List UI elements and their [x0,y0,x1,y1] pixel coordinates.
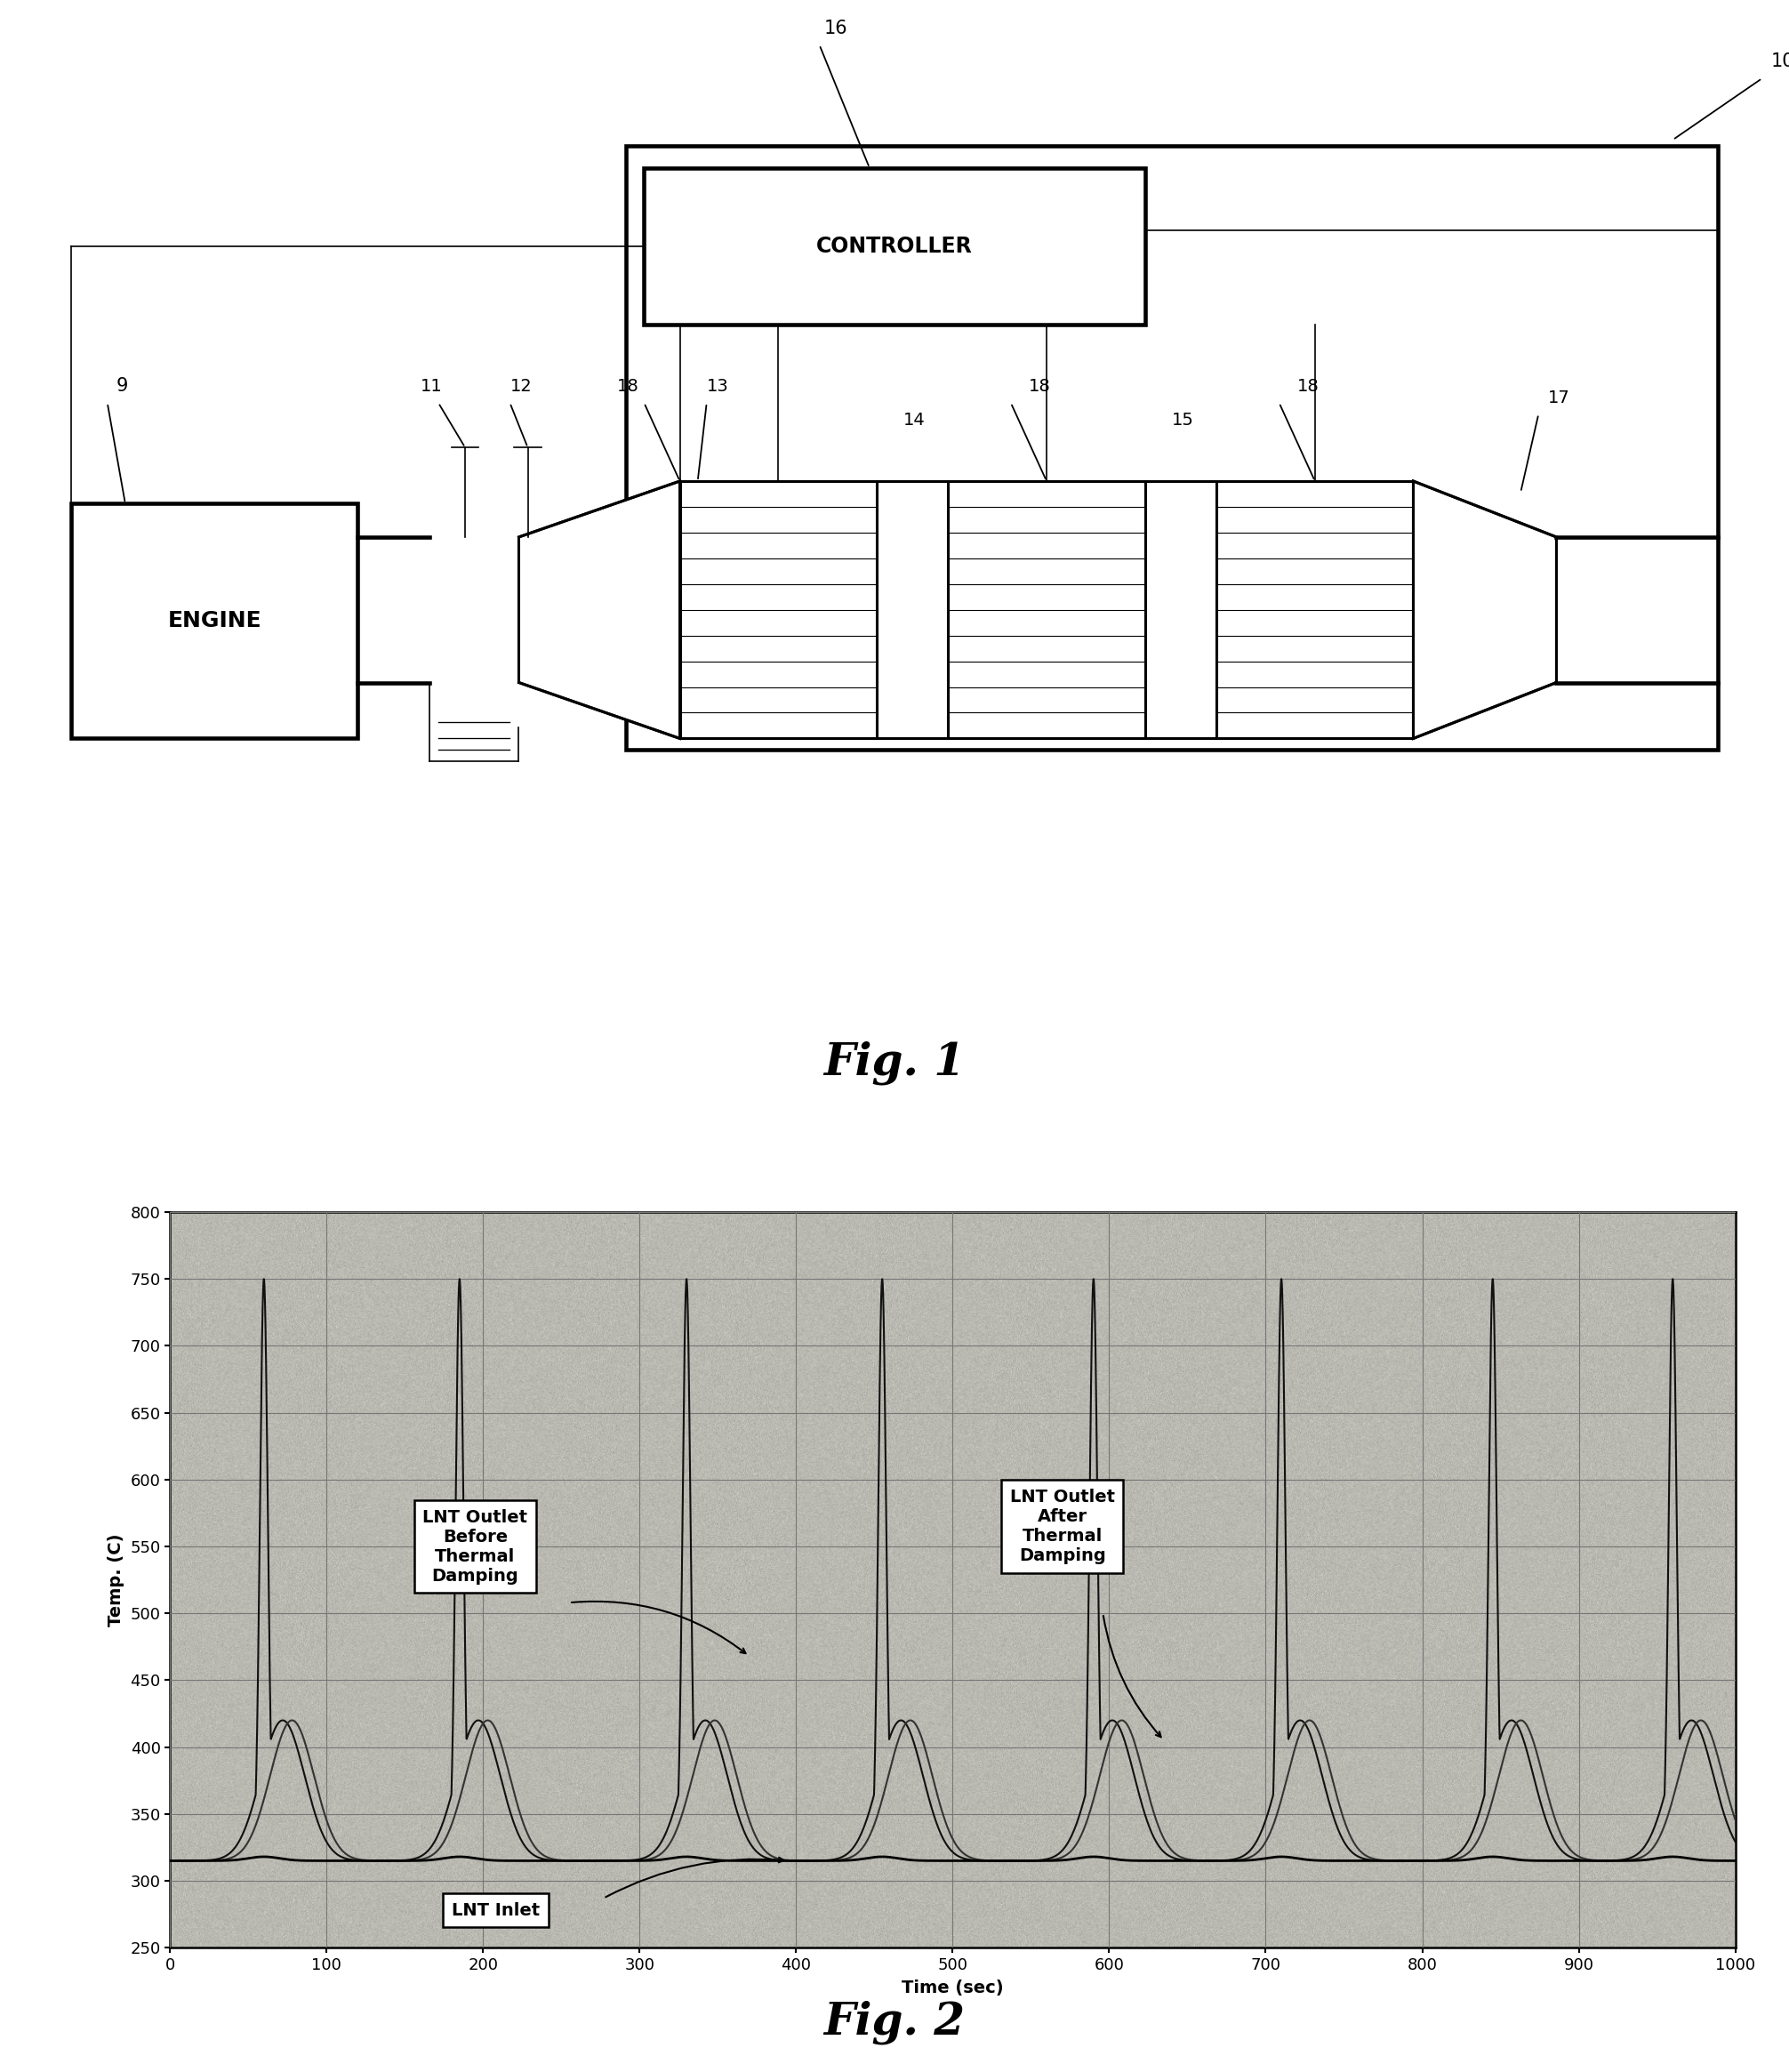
Text: LNT Outlet
After
Thermal
Damping: LNT Outlet After Thermal Damping [1009,1488,1115,1564]
Polygon shape [519,481,680,738]
Text: 17: 17 [1547,390,1569,406]
Text: 15: 15 [1172,412,1193,429]
Bar [626,145,1717,750]
Polygon shape [1413,481,1556,738]
Text: 12: 12 [510,379,531,396]
Text: ENGINE: ENGINE [168,611,261,632]
Text: 13: 13 [707,379,728,396]
Text: 11: 11 [420,379,442,396]
Bar [1217,481,1413,738]
Text: Fig. 1: Fig. 1 [823,1040,966,1086]
Text: 18: 18 [617,379,639,396]
Bar [948,481,1145,738]
Bar [644,168,1145,325]
Text: 14: 14 [903,412,925,429]
Text: 9: 9 [116,377,129,396]
Bar [72,503,358,738]
Text: CONTROLLER: CONTROLLER [816,236,973,257]
Text: 10: 10 [1771,54,1789,70]
Text: 18: 18 [1029,379,1050,396]
Y-axis label: Temp. (C): Temp. (C) [107,1533,123,1627]
Bar [680,481,877,738]
Text: LNT Outlet
Before
Thermal
Damping: LNT Outlet Before Thermal Damping [422,1508,528,1585]
Text: Fig. 2: Fig. 2 [823,1999,966,2045]
Text: 18: 18 [1297,379,1318,396]
Text: 16: 16 [825,19,848,37]
Text: LNT Inlet: LNT Inlet [451,1902,540,1919]
X-axis label: Time (sec): Time (sec) [902,1979,1004,1995]
